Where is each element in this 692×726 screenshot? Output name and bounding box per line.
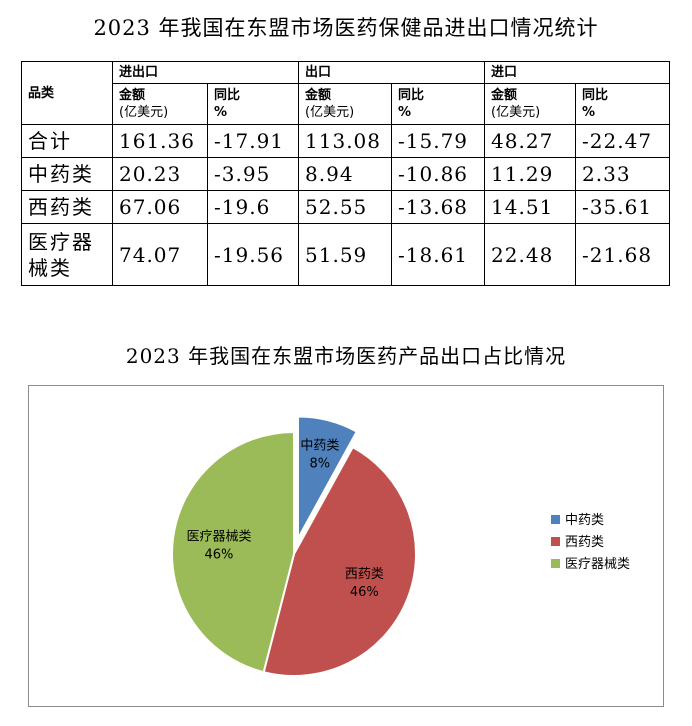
pie-slice-device xyxy=(171,430,295,674)
cell-total-yoy: -19.6 xyxy=(206,190,300,224)
cell-export-amount: 113.08 xyxy=(298,124,393,158)
cell-import-amount: 48.27 xyxy=(484,124,577,158)
cell-total-yoy: -17.91 xyxy=(206,124,300,158)
slice-percent-tcm: 8% xyxy=(310,456,331,471)
cell-export-amount: 8.94 xyxy=(298,157,393,191)
cell-import-amount: 11.29 xyxy=(484,157,577,191)
group-header-total: 进出口 xyxy=(111,61,300,84)
cell-import-yoy: 2.33 xyxy=(575,157,671,191)
amount-header: 金额 (亿美元) xyxy=(298,83,393,125)
group-header-import: 进口 xyxy=(484,61,671,84)
cell-total-amount: 74.07 xyxy=(112,223,208,286)
table-row: 医疗器械类 74.07 -19.56 51.59 -18.61 22.48 -2… xyxy=(21,223,671,286)
legend-swatch-device xyxy=(551,559,560,568)
legend-swatch-western xyxy=(551,537,560,546)
row-category: 医疗器械类 xyxy=(21,223,113,286)
pie-slice-tcm xyxy=(296,415,359,539)
amount-header: 金额 (亿美元) xyxy=(484,83,577,125)
slice-label-tcm: 中药类 xyxy=(300,438,339,453)
cell-import-amount: 14.51 xyxy=(484,190,577,224)
slice-label-device: 医疗器械类 xyxy=(186,530,251,545)
cell-import-yoy: -22.47 xyxy=(575,124,671,158)
group-header-export: 出口 xyxy=(298,61,486,84)
pie-slice-western xyxy=(262,445,417,677)
cell-export-yoy: -13.68 xyxy=(391,190,486,224)
legend-swatch-tcm xyxy=(551,515,560,524)
cell-export-amount: 52.55 xyxy=(298,190,393,224)
cell-total-amount: 67.06 xyxy=(112,190,208,224)
cell-export-yoy: -10.86 xyxy=(391,157,486,191)
table-row: 合计 161.36 -17.91 113.08 -15.79 48.27 -22… xyxy=(21,124,671,158)
slice-percent-western: 46% xyxy=(350,585,379,600)
cell-total-amount: 161.36 xyxy=(112,124,208,158)
cell-export-yoy: -18.61 xyxy=(391,223,486,286)
table-title: 2023 年我国在东盟市场医药保健品进出口情况统计 xyxy=(93,16,599,40)
cell-total-yoy: -3.95 xyxy=(206,157,300,191)
table-subheader-row: 金额 (亿美元) 同比% 金额 (亿美元) 同比% 金额 (亿美元) 同比% xyxy=(22,83,671,125)
cell-export-amount: 51.59 xyxy=(298,223,393,286)
table-row: 西药类 67.06 -19.6 52.55 -13.68 14.51 -35.6… xyxy=(21,190,671,224)
cell-import-yoy: -21.68 xyxy=(575,223,671,286)
slice-label-western: 西药类 xyxy=(345,567,384,582)
table-header-row: 品类 进出口 出口 进口 xyxy=(21,61,671,125)
cell-export-yoy: -15.79 xyxy=(391,124,486,158)
legend-label-tcm: 中药类 xyxy=(565,513,604,528)
cell-total-yoy: -19.56 xyxy=(206,223,300,286)
slice-percent-device: 46% xyxy=(205,548,234,563)
amount-header: 金额 (亿美元) xyxy=(112,83,208,125)
legend-label-western: 西药类 xyxy=(565,535,604,550)
cell-import-yoy: -35.61 xyxy=(575,190,671,224)
yoy-header: 同比% xyxy=(206,83,300,125)
table-row: 中药类 20.23 -3.95 8.94 -10.86 11.29 2.33 xyxy=(21,157,671,191)
pie-chart-area: 中药类 8% 西药类 46% 医疗器械类 46% 中药类 西药类 医疗器械类 xyxy=(28,385,664,707)
row-category: 西药类 xyxy=(21,190,113,224)
category-header: 品类 xyxy=(21,61,113,125)
chart-title: 2023 年我国在东盟市场医药产品出口占比情况 xyxy=(125,344,567,368)
row-category: 中药类 xyxy=(21,157,113,191)
yoy-header: 同比% xyxy=(391,83,486,125)
row-category: 合计 xyxy=(21,124,113,158)
cell-total-amount: 20.23 xyxy=(112,157,208,191)
legend-label-device: 医疗器械类 xyxy=(565,557,630,572)
yoy-header: 同比% xyxy=(575,83,671,125)
cell-import-amount: 22.48 xyxy=(484,223,577,286)
trade-table: 品类 进出口 出口 进口 金额 (亿美元) 同比% 金额 (亿美元) 同比% 金额(… xyxy=(21,61,671,286)
